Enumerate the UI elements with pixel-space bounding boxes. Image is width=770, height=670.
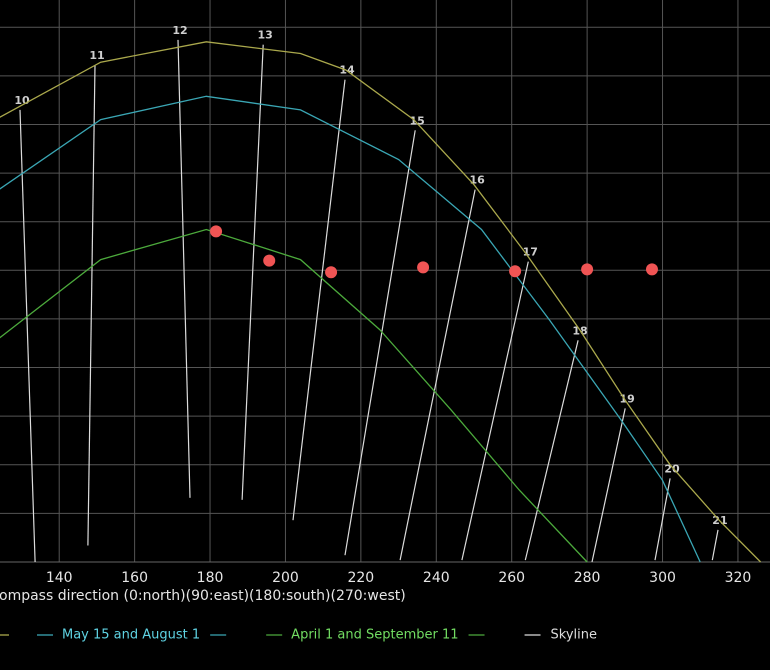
x-tick-label: 200 [272, 570, 299, 586]
sun-point [263, 254, 276, 267]
sun-point [509, 265, 522, 278]
x-tick-label: 280 [574, 570, 601, 586]
sun-point [417, 261, 430, 274]
hour-line [87, 65, 96, 546]
series-line [0, 41, 762, 563]
legend-label: May 15 and August 1 [62, 628, 200, 643]
x-tick-label: 220 [347, 570, 374, 586]
x-tick-label: 300 [649, 570, 676, 586]
hour-label: 15 [410, 114, 425, 127]
hour-line [241, 44, 264, 500]
hour-label: 11 [89, 49, 104, 62]
x-tick-label: 160 [121, 570, 148, 586]
sun-point [581, 263, 594, 276]
hour-line [19, 109, 36, 563]
hour-label: 19 [620, 392, 635, 405]
x-tick-label: 320 [725, 570, 752, 586]
hour-line [461, 261, 529, 561]
hour-line [591, 408, 626, 563]
sun-point [325, 266, 338, 279]
hour-line [177, 39, 191, 498]
hour-line [292, 79, 346, 521]
hour-line [399, 189, 476, 561]
hour-line [524, 340, 579, 561]
series-line [0, 95, 701, 563]
hour-label: 16 [469, 174, 485, 187]
x-tick-label: 260 [498, 570, 525, 586]
legend-label: April 1 and September 11 [291, 628, 458, 643]
hour-line [344, 130, 416, 556]
series-line [0, 228, 588, 563]
x-tick-label: 240 [423, 570, 450, 586]
hour-label: 12 [172, 24, 187, 37]
x-tick-label: 180 [197, 570, 224, 586]
legend-label: Skyline [551, 628, 597, 643]
x-axis-label: ompass direction (0:north)(90:east)(180:… [0, 588, 406, 604]
x-tick-label: 140 [46, 570, 73, 586]
hour-line [711, 529, 719, 561]
sun-point [210, 225, 223, 238]
sun-point [645, 263, 658, 276]
hour-label: 13 [258, 29, 273, 42]
